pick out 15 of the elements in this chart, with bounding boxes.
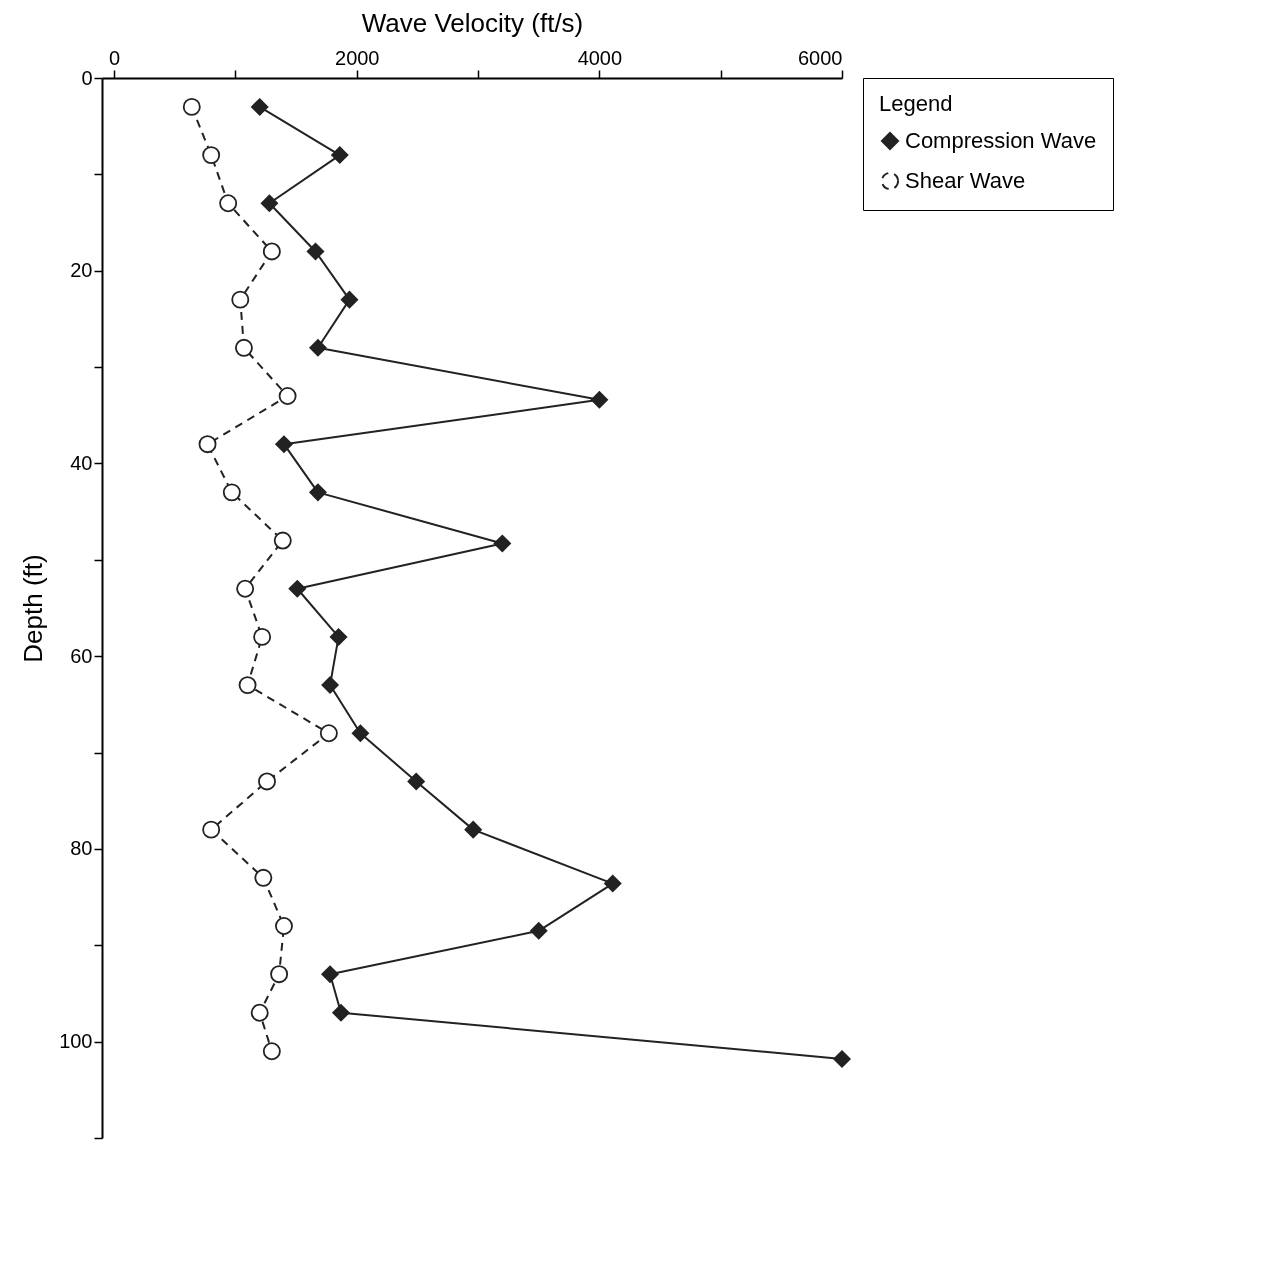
x-axis-title: Wave Velocity (ft/s) bbox=[361, 7, 584, 38]
x-tick-label: 4000 bbox=[577, 46, 623, 69]
x-tick-label: 0 bbox=[109, 46, 121, 69]
legend-label: Shear Wave bbox=[905, 168, 1026, 193]
y-tick-label: 0 bbox=[81, 66, 93, 89]
y-tick-label: 60 bbox=[70, 644, 93, 667]
y-tick-label: 40 bbox=[70, 451, 93, 474]
legend-label: Compression Wave bbox=[905, 128, 1097, 153]
y-tick-label: 100 bbox=[59, 1030, 93, 1053]
y-axis-title: Depth (ft) bbox=[18, 554, 49, 663]
x-tick-label: 6000 bbox=[798, 46, 843, 69]
x-tick-label: 2000 bbox=[335, 46, 380, 69]
legend-title: Legend bbox=[879, 91, 953, 116]
y-tick-label: 20 bbox=[70, 259, 93, 282]
y-tick-label: 80 bbox=[70, 837, 93, 860]
